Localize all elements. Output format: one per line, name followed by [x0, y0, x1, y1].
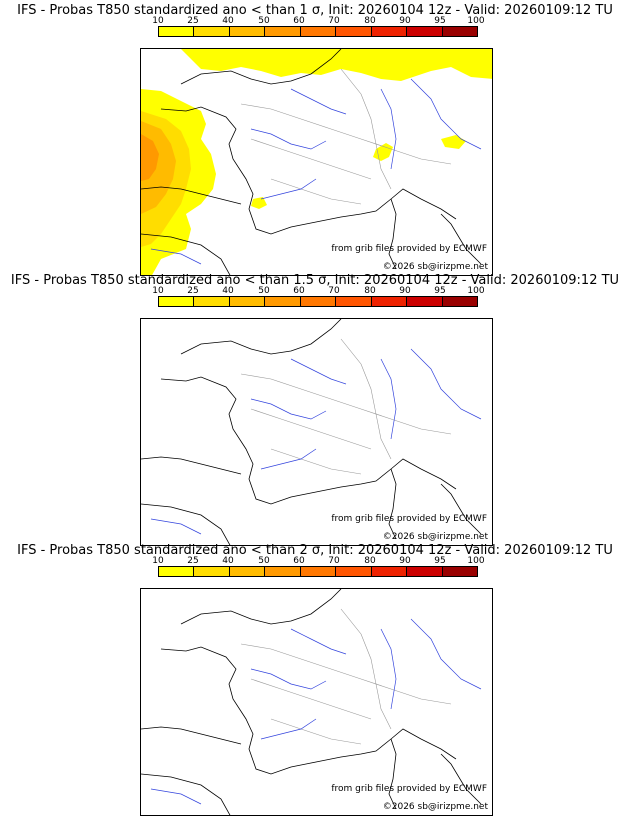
- map-frame[interactable]: from grib files provided by ECMWF ©2026 …: [140, 588, 493, 816]
- borders: [240, 338, 452, 475]
- legend-tick: 40: [222, 556, 234, 566]
- legend-tick: 60: [293, 16, 305, 26]
- legend-swatch: [336, 567, 372, 576]
- legend-swatch: [371, 27, 408, 36]
- legend-tick: 40: [222, 286, 234, 296]
- legend-swatch: [407, 567, 443, 576]
- legend-swatch: [265, 297, 301, 306]
- legend-tick: 90: [399, 556, 411, 566]
- legend-tick: 80: [364, 286, 376, 296]
- legend-tick: 70: [328, 556, 340, 566]
- legend-tick: 25: [187, 556, 199, 566]
- legend-tick: 10: [152, 16, 164, 26]
- legend-swatch: [442, 27, 477, 36]
- legend-swatch: [407, 297, 443, 306]
- legend-swatch: [407, 27, 443, 36]
- map-frame[interactable]: from grib files provided by ECMWF ©2026 …: [140, 48, 493, 276]
- rivers: [150, 618, 482, 805]
- legend-ticks: 10 25 40 50 60 70 80 90 95 100: [152, 16, 484, 26]
- coastline: [141, 49, 482, 275]
- legend-tick: 80: [364, 16, 376, 26]
- legend-swatch: [300, 297, 337, 306]
- coastline: [141, 589, 482, 815]
- legend-swatch: [336, 297, 372, 306]
- legend-tick: 50: [258, 16, 270, 26]
- map-drawing: [141, 49, 492, 275]
- legend-tick: 70: [328, 286, 340, 296]
- legend-swatch: [265, 567, 301, 576]
- legend-tick: 80: [364, 556, 376, 566]
- legend-swatch: [159, 567, 195, 576]
- legend-tick: 95: [434, 16, 446, 26]
- credit-source: from grib files provided by ECMWF: [331, 244, 487, 254]
- legend-tick: 10: [152, 286, 164, 296]
- probability-fill: [141, 49, 492, 275]
- map-frame[interactable]: from grib files provided by ECMWF ©2026 …: [140, 318, 493, 546]
- map-panel-3: IFS - Probas T850 standardized ano < tha…: [0, 540, 630, 816]
- legend-swatch: [194, 297, 230, 306]
- legend-swatch: [229, 27, 266, 36]
- legend-tick: 50: [258, 286, 270, 296]
- color-legend: [158, 566, 478, 577]
- legend-swatch: [371, 297, 408, 306]
- legend-swatch: [194, 27, 230, 36]
- credit-copyright: ©2026 sb@irizpme.net: [382, 262, 488, 272]
- legend-tick: 50: [258, 556, 270, 566]
- legend-tick: 100: [467, 556, 485, 566]
- credit-source: from grib files provided by ECMWF: [331, 514, 487, 524]
- credit-copyright: ©2026 sb@irizpme.net: [382, 532, 488, 542]
- legend-swatch: [442, 297, 477, 306]
- map-panel-1: IFS - Probas T850 standardized ano < tha…: [0, 0, 630, 276]
- legend-tick: 100: [467, 16, 485, 26]
- rivers: [150, 348, 482, 535]
- legend-tick: 40: [222, 16, 234, 26]
- legend-tick: 10: [152, 556, 164, 566]
- legend-swatch: [229, 567, 266, 576]
- panel-title: IFS - Probas T850 standardized ano < tha…: [17, 3, 613, 18]
- legend-tick: 25: [187, 16, 199, 26]
- legend-swatch: [300, 27, 337, 36]
- panel-title: IFS - Probas T850 standardized ano < tha…: [10, 273, 620, 288]
- legend-swatch: [265, 27, 301, 36]
- legend-swatch: [300, 567, 337, 576]
- color-legend: [158, 296, 478, 307]
- color-legend: [158, 26, 478, 37]
- panel-title: IFS - Probas T850 standardized ano < tha…: [17, 543, 613, 558]
- legend-tick: 90: [399, 16, 411, 26]
- map-panel-2: IFS - Probas T850 standardized ano < tha…: [0, 270, 630, 546]
- coastline: [141, 319, 482, 545]
- credit-copyright: ©2026 sb@irizpme.net: [382, 802, 488, 812]
- legend-tick: 60: [293, 556, 305, 566]
- map-drawing: [141, 319, 482, 545]
- legend-tick: 90: [399, 286, 411, 296]
- borders: [240, 608, 452, 745]
- legend-swatch: [442, 567, 477, 576]
- legend-tick: 70: [328, 16, 340, 26]
- borders: [240, 68, 452, 205]
- legend-swatch: [159, 297, 195, 306]
- map-drawing: [141, 589, 482, 815]
- legend-swatch: [336, 27, 372, 36]
- credit-source: from grib files provided by ECMWF: [331, 784, 487, 794]
- legend-tick: 95: [434, 556, 446, 566]
- legend-tick: 25: [187, 286, 199, 296]
- legend-swatch: [371, 567, 408, 576]
- legend-ticks: 10 25 40 50 60 70 80 90 95 100: [152, 556, 484, 566]
- legend-swatch: [194, 567, 230, 576]
- legend-tick: 95: [434, 286, 446, 296]
- legend-ticks: 10 25 40 50 60 70 80 90 95 100: [152, 286, 484, 296]
- legend-tick: 60: [293, 286, 305, 296]
- legend-swatch: [159, 27, 195, 36]
- legend-swatch: [229, 297, 266, 306]
- legend-tick: 100: [467, 286, 485, 296]
- rivers: [150, 78, 482, 265]
